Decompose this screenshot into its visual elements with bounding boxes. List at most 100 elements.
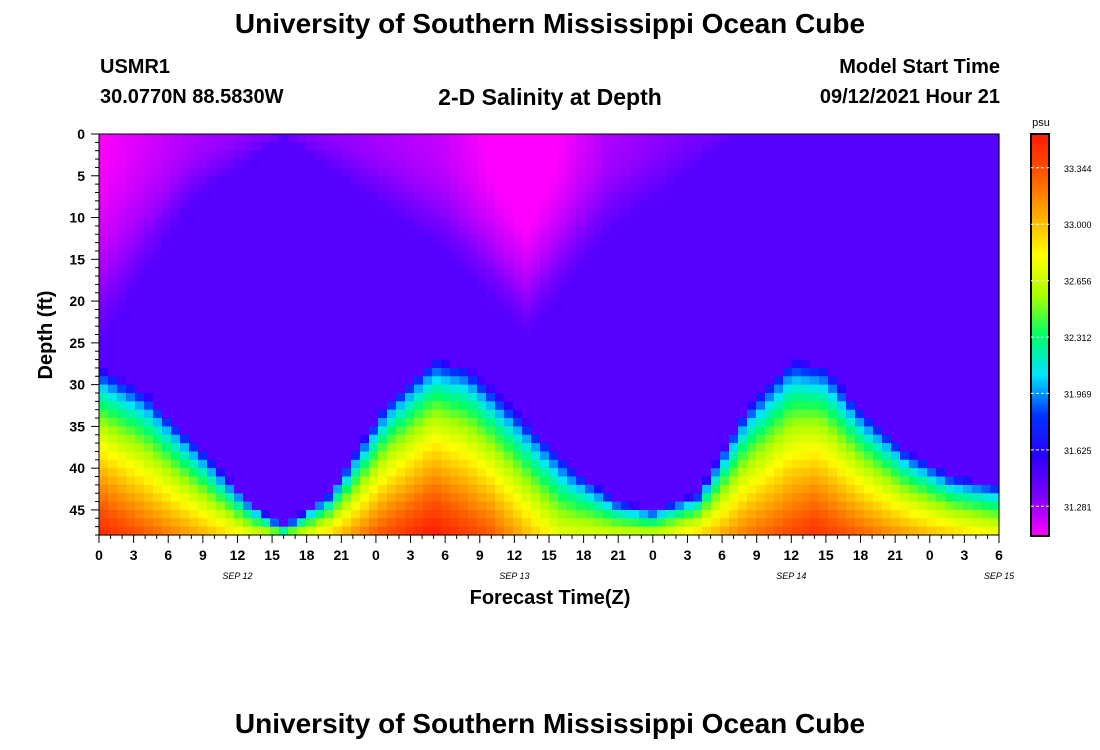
heatmap-cell: [432, 426, 442, 436]
heatmap-cell: [909, 150, 919, 160]
heatmap-cell: [945, 501, 955, 511]
heatmap-cell: [729, 292, 739, 302]
heatmap-cell: [549, 434, 559, 444]
heatmap-cell: [648, 142, 658, 152]
heatmap-cell: [378, 493, 388, 503]
heatmap-cell: [243, 351, 253, 361]
heatmap-cell: [657, 342, 667, 352]
heatmap-cell: [792, 509, 802, 519]
heatmap-cell: [774, 217, 784, 227]
heatmap-cell: [792, 376, 802, 386]
heatmap-cell: [747, 376, 757, 386]
heatmap-cell: [945, 493, 955, 503]
heatmap-cell: [927, 434, 937, 444]
heatmap-cell: [531, 134, 541, 143]
heatmap-cell: [945, 209, 955, 219]
heatmap-cell: [216, 326, 226, 336]
heatmap-cell: [531, 276, 541, 285]
heatmap-cell: [567, 493, 577, 503]
heatmap-cell: [882, 184, 892, 194]
heatmap-cell: [261, 200, 271, 210]
heatmap-cell: [594, 518, 604, 528]
heatmap-cell: [675, 392, 685, 402]
heatmap-cell: [954, 376, 964, 386]
heatmap-cell: [540, 159, 550, 169]
heatmap-cell: [333, 409, 343, 419]
heatmap-cell: [990, 451, 1000, 461]
heatmap-cell: [540, 175, 550, 185]
heatmap-cell: [189, 250, 199, 260]
heatmap-cell: [846, 225, 856, 235]
heatmap-cell: [378, 234, 388, 244]
heatmap-cell: [927, 359, 937, 369]
heatmap-cell: [477, 225, 487, 235]
heatmap-cell: [477, 409, 487, 419]
heatmap-cell: [810, 250, 820, 260]
heatmap-cell: [738, 392, 748, 402]
heatmap-cell: [837, 167, 847, 177]
heatmap-cell: [567, 134, 577, 143]
heatmap-cell: [342, 134, 352, 143]
heatmap-cell: [477, 175, 487, 185]
heatmap-cell: [720, 134, 730, 143]
heatmap-cell: [756, 451, 766, 461]
heatmap-cell: [450, 175, 460, 185]
heatmap-cell: [972, 334, 982, 344]
heatmap-cell: [594, 418, 604, 427]
heatmap-cell: [369, 509, 379, 519]
heatmap-cell: [702, 209, 712, 219]
heatmap-cell: [738, 284, 748, 294]
heatmap-cell: [639, 326, 649, 336]
heatmap-cell: [963, 259, 973, 269]
heatmap-cell: [378, 159, 388, 169]
heatmap-cell: [531, 367, 541, 377]
heatmap-cell: [531, 267, 541, 277]
heatmap-cell: [693, 451, 703, 461]
heatmap-cell: [792, 434, 802, 444]
heatmap-cell: [594, 259, 604, 269]
heatmap-cell: [792, 367, 802, 377]
heatmap-cell: [954, 392, 964, 402]
heatmap-cell: [360, 384, 370, 394]
heatmap-cell: [720, 434, 730, 444]
heatmap-cell: [864, 250, 874, 260]
heatmap-cell: [711, 392, 721, 402]
heatmap-cell: [720, 301, 730, 311]
heatmap-cell: [882, 209, 892, 219]
heatmap-cell: [774, 159, 784, 169]
heatmap-cell: [495, 159, 505, 169]
heatmap-cell: [990, 192, 1000, 202]
heatmap-cell: [558, 250, 568, 260]
heatmap-cell: [711, 359, 721, 369]
heatmap-cell: [621, 526, 631, 536]
heatmap-cell: [243, 292, 253, 302]
heatmap-cell: [171, 493, 181, 503]
heatmap-cell: [522, 526, 532, 536]
heatmap-cell: [333, 451, 343, 461]
heatmap-cell: [234, 309, 244, 319]
heatmap-cell: [198, 334, 208, 344]
heatmap-cell: [639, 451, 649, 461]
heatmap-cell: [882, 259, 892, 269]
heatmap-cell: [360, 493, 370, 503]
heatmap-cell: [522, 267, 532, 277]
heatmap-cell: [414, 326, 424, 336]
heatmap-cell: [918, 351, 928, 361]
heatmap-cell: [360, 418, 370, 427]
heatmap-cell: [216, 217, 226, 227]
heatmap-cell: [450, 451, 460, 461]
heatmap-cell: [207, 175, 217, 185]
heatmap-cell: [522, 217, 532, 227]
heatmap-cell: [198, 493, 208, 503]
heatmap-cell: [432, 242, 442, 252]
heatmap-cell: [819, 317, 829, 327]
heatmap-cell: [828, 493, 838, 503]
heatmap-cell: [549, 209, 559, 219]
heatmap-cell: [675, 443, 685, 453]
heatmap-cell: [936, 518, 946, 528]
heatmap-cell: [621, 175, 631, 185]
heatmap-cell: [882, 384, 892, 394]
heatmap-cell: [693, 142, 703, 152]
heatmap-cell: [792, 342, 802, 352]
heatmap-cell: [801, 317, 811, 327]
